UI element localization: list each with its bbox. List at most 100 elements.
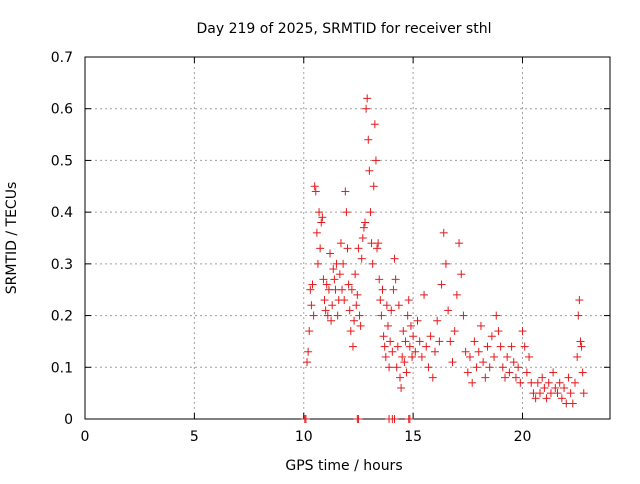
data-point [503, 352, 512, 361]
data-point [433, 316, 442, 325]
data-point [501, 373, 509, 382]
data-point [518, 327, 527, 336]
data-point [321, 306, 330, 315]
data-point [305, 327, 314, 336]
data-point [385, 363, 394, 372]
y-tick-label: 0.6 [51, 102, 73, 118]
data-point [336, 239, 345, 248]
data-point [383, 321, 392, 330]
data-point [301, 415, 310, 423]
data-point [362, 104, 371, 113]
data-point [382, 301, 391, 310]
data-point [525, 352, 534, 361]
data-point [426, 332, 435, 341]
data-point [389, 285, 398, 294]
data-point [542, 394, 551, 403]
x-tick-label: 0 [81, 429, 90, 445]
data-point [411, 347, 420, 356]
data-point [355, 311, 364, 320]
data-point [396, 373, 404, 382]
data-point [446, 337, 455, 346]
data-point [431, 347, 439, 356]
data-point [381, 352, 390, 361]
data-point [344, 280, 353, 289]
data-point [342, 208, 351, 217]
data-point [405, 415, 414, 423]
y-tick-label: 0.3 [51, 257, 73, 273]
data-point [403, 311, 412, 320]
data-point [315, 208, 324, 217]
data-point [370, 120, 379, 129]
data-point [311, 187, 320, 196]
data-point [327, 316, 336, 325]
data-point [303, 358, 312, 367]
data-point [347, 285, 356, 294]
data-point [353, 290, 362, 299]
data-point [304, 347, 313, 356]
data-point [575, 296, 584, 305]
data-point [522, 368, 531, 377]
data-point [393, 342, 402, 351]
data-point [557, 394, 566, 403]
data-point [577, 342, 586, 351]
y-tick-label: 0.4 [51, 205, 73, 221]
data-point [571, 378, 579, 387]
data-point [409, 332, 418, 341]
data-point [351, 270, 360, 279]
data-point [533, 378, 542, 387]
data-point [568, 399, 577, 408]
data-point [496, 342, 505, 351]
data-point [450, 327, 459, 336]
data-point [357, 254, 366, 263]
data-point [326, 249, 334, 258]
data-point [466, 352, 474, 361]
data-point [335, 270, 344, 279]
data-point [380, 342, 389, 351]
data-point [463, 368, 472, 377]
data-point [417, 352, 426, 361]
data-point [448, 358, 457, 367]
data-point [470, 337, 479, 346]
data-point [538, 373, 547, 382]
data-point [573, 352, 582, 361]
data-point [490, 352, 499, 361]
data-point [560, 383, 569, 392]
data-point [369, 182, 378, 191]
data-point [544, 378, 553, 387]
data-point [420, 290, 429, 299]
data-point [374, 239, 383, 248]
data-point [319, 275, 328, 284]
data-point [468, 378, 477, 387]
data-point [375, 275, 384, 284]
data-point [485, 363, 494, 372]
data-point [536, 389, 544, 398]
data-point [402, 368, 411, 377]
data-point [514, 363, 523, 372]
data-point [386, 337, 395, 346]
data-point [579, 389, 588, 398]
data-point [408, 352, 417, 361]
data-point [333, 311, 342, 320]
data-point [346, 327, 355, 336]
x-axis-label: GPS time / hours [285, 458, 402, 474]
x-tick-label: 10 [295, 429, 313, 445]
data-point [401, 337, 410, 346]
data-point [312, 228, 321, 237]
data-point [476, 321, 485, 330]
data-point [472, 363, 481, 372]
data-point [437, 280, 446, 289]
data-point [397, 383, 406, 392]
data-points [300, 94, 588, 423]
data-point [455, 239, 464, 248]
data-point [320, 296, 329, 305]
x-tick-label: 20 [514, 429, 532, 445]
data-point [343, 244, 352, 253]
data-point [329, 265, 338, 274]
data-point [322, 280, 331, 289]
data-point [404, 296, 413, 305]
y-tick-label: 0.5 [51, 153, 73, 169]
data-point [424, 363, 433, 372]
data-point [390, 254, 399, 263]
data-point [531, 394, 540, 403]
data-point [576, 337, 585, 346]
